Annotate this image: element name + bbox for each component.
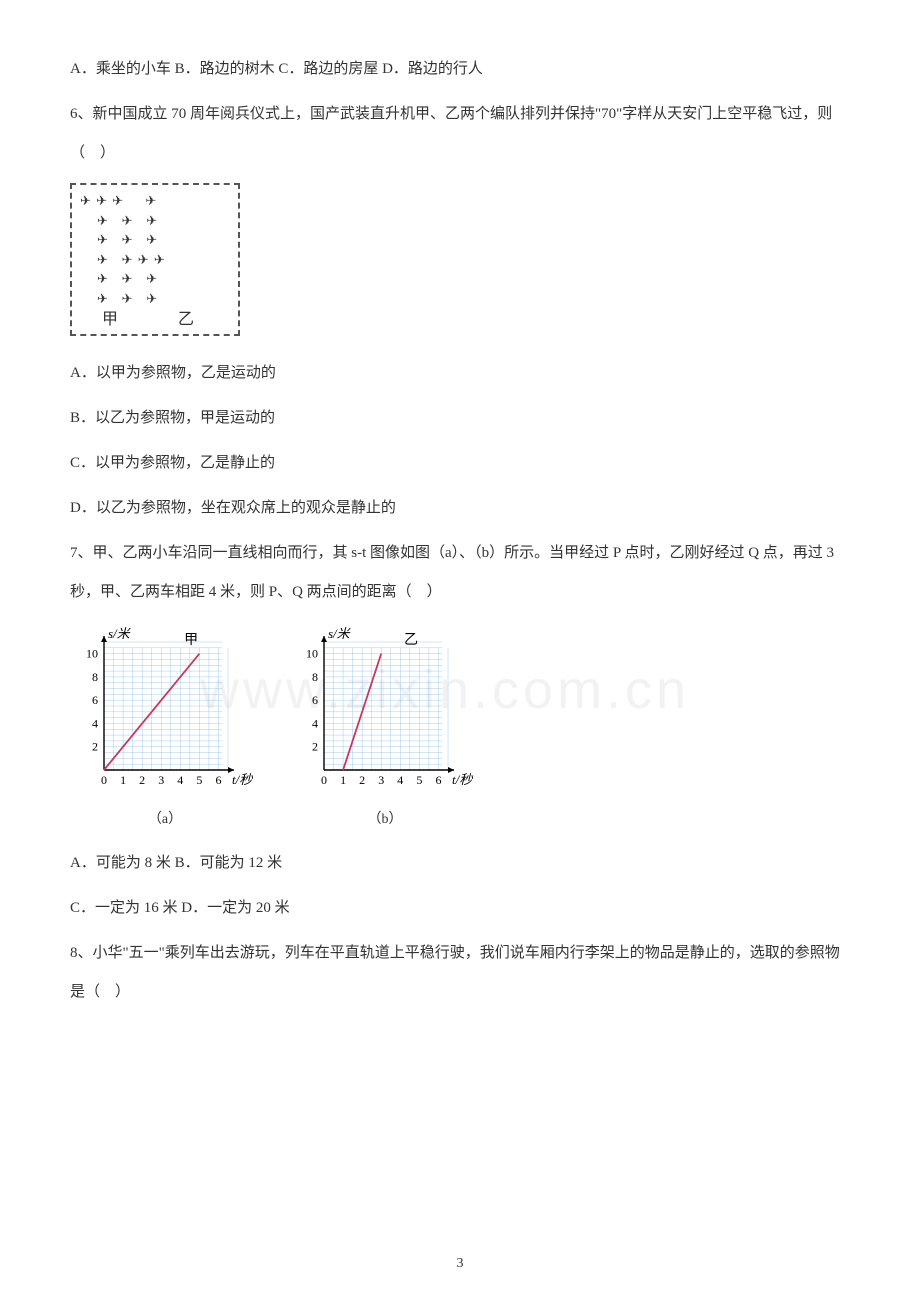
chart-a-caption: （a） bbox=[70, 810, 260, 830]
heli-label-right: 乙 bbox=[178, 311, 194, 328]
chart-b-caption: （b） bbox=[290, 810, 480, 830]
q5-options: A．乘坐的小车 B．路边的树木 C．路边的房屋 D．路边的行人 bbox=[70, 50, 850, 89]
svg-text:8: 8 bbox=[92, 670, 98, 684]
svg-text:t/秒: t/秒 bbox=[452, 772, 473, 787]
helicopter-formation-diagram: ✈ ✈ ✈ ✈ ✈ ✈ ✈ ✈ ✈ ✈ ✈ ✈ ✈ ✈ ✈ ✈ ✈ ✈ ✈ ✈ … bbox=[70, 183, 240, 336]
chart-a-wrap: 2468100123456s/米t/秒甲 （a） bbox=[70, 622, 260, 830]
q6-stem: 6、新中国成立 70 周年阅兵仪式上，国产武装直升机甲、乙两个编队排列并保持"7… bbox=[70, 95, 850, 173]
svg-text:0: 0 bbox=[321, 773, 327, 787]
q7-options-line2: C．一定为 16 米 D．一定为 20 米 bbox=[70, 889, 850, 928]
q6-option-b: B．以乙为参照物，甲是运动的 bbox=[70, 399, 850, 438]
svg-text:3: 3 bbox=[158, 773, 164, 787]
svg-text:5: 5 bbox=[416, 773, 422, 787]
svg-text:10: 10 bbox=[86, 647, 98, 661]
heli-row: ✈ ✈ ✈ bbox=[80, 289, 230, 309]
svg-text:4: 4 bbox=[312, 716, 318, 730]
heli-row: ✈ ✈ ✈ bbox=[80, 230, 230, 250]
svg-text:2: 2 bbox=[312, 740, 318, 754]
svg-text:甲: 甲 bbox=[184, 633, 198, 648]
q6-option-c: C．以甲为参照物，乙是静止的 bbox=[70, 444, 850, 483]
svg-text:5: 5 bbox=[196, 773, 202, 787]
heli-row: ✈ ✈ ✈ bbox=[80, 269, 230, 289]
svg-text:乙: 乙 bbox=[404, 632, 418, 648]
svg-text:2: 2 bbox=[92, 740, 98, 754]
svg-text:2: 2 bbox=[359, 773, 365, 787]
svg-text:3: 3 bbox=[378, 773, 384, 787]
page-number: 3 bbox=[0, 1246, 920, 1282]
q7-options-line1: A．可能为 8 米 B．可能为 12 米 bbox=[70, 844, 850, 883]
svg-text:6: 6 bbox=[435, 773, 441, 787]
page-content: A．乘坐的小车 B．路边的树木 C．路边的房屋 D．路边的行人 6、新中国成立 … bbox=[70, 50, 850, 1012]
svg-text:1: 1 bbox=[120, 773, 126, 787]
svg-text:8: 8 bbox=[312, 670, 318, 684]
svg-text:4: 4 bbox=[177, 773, 183, 787]
svg-text:2: 2 bbox=[139, 773, 145, 787]
svg-text:s/米: s/米 bbox=[328, 626, 352, 641]
chart-b: 2468100123456s/米t/秒乙 bbox=[290, 622, 480, 792]
svg-text:s/米: s/米 bbox=[108, 626, 132, 641]
svg-text:0: 0 bbox=[101, 773, 107, 787]
svg-text:4: 4 bbox=[92, 716, 98, 730]
svg-text:t/秒: t/秒 bbox=[232, 772, 253, 787]
q6-option-d: D．以乙为参照物，坐在观众席上的观众是静止的 bbox=[70, 489, 850, 528]
svg-text:1: 1 bbox=[340, 773, 346, 787]
heli-labels: 甲 乙 bbox=[80, 308, 230, 332]
q7-stem: 7、甲、乙两小车沿同一直线相向而行，其 s-t 图像如图（a）、（b）所示。当甲… bbox=[70, 534, 850, 612]
q8-stem: 8、小华"五一"乘列车出去游玩，列车在平直轨道上平稳行驶，我们说车厢内行李架上的… bbox=[70, 934, 850, 1012]
svg-text:4: 4 bbox=[397, 773, 403, 787]
chart-a: 2468100123456s/米t/秒甲 bbox=[70, 622, 260, 792]
heli-row: ✈ ✈ ✈ ✈ bbox=[80, 191, 230, 211]
heli-row: ✈ ✈ ✈ ✈ bbox=[80, 250, 230, 270]
svg-text:6: 6 bbox=[92, 693, 98, 707]
svg-text:6: 6 bbox=[215, 773, 221, 787]
heli-row: ✈ ✈ ✈ bbox=[80, 211, 230, 231]
svg-text:6: 6 bbox=[312, 693, 318, 707]
q6-option-a: A．以甲为参照物，乙是运动的 bbox=[70, 354, 850, 393]
chart-b-wrap: 2468100123456s/米t/秒乙 （b） bbox=[290, 622, 480, 830]
charts-container: 2468100123456s/米t/秒甲 （a） 2468100123456s/… bbox=[70, 622, 850, 830]
svg-text:10: 10 bbox=[306, 647, 318, 661]
heli-label-left: 甲 bbox=[102, 311, 118, 328]
